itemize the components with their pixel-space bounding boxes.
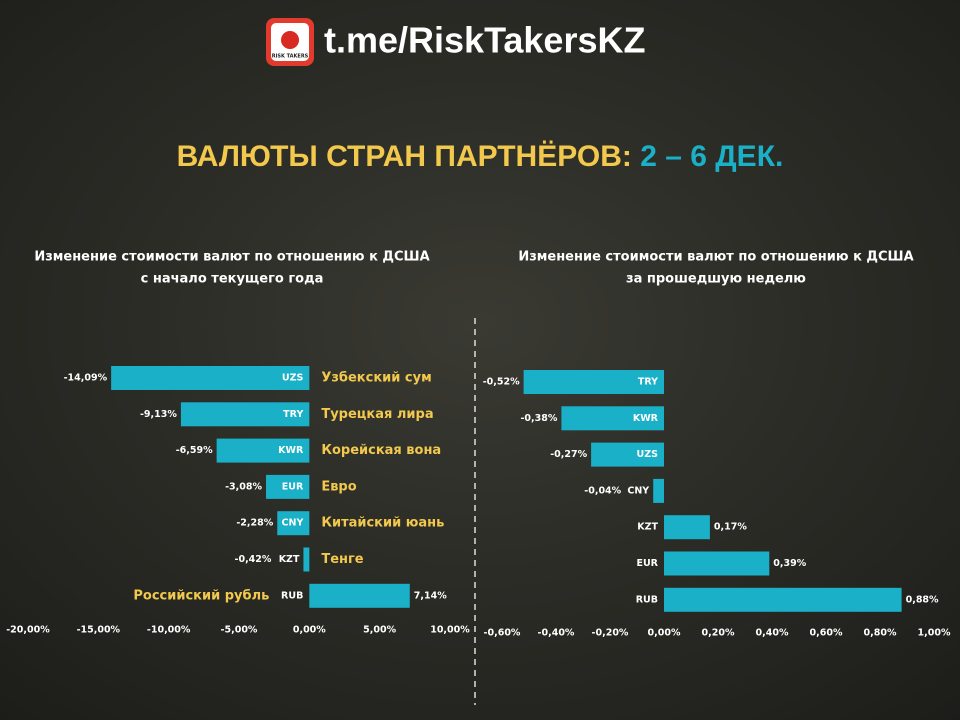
x-tick-label: 0,60%	[810, 628, 843, 639]
x-tick-label: -20,00%	[6, 625, 50, 636]
category-label: KWR	[278, 445, 304, 456]
chart-title: за прошедшую неделю	[626, 272, 806, 287]
category-label: EUR	[636, 558, 658, 569]
chart-title: Изменение стоимости валют по отношению к…	[34, 250, 429, 265]
category-label: UZS	[637, 449, 659, 460]
x-tick-label: -0,40%	[538, 628, 575, 639]
currency-name: Тенге	[321, 552, 363, 567]
value-label: -0,42%	[235, 554, 272, 565]
logo-text: RISK TAKERS	[272, 54, 309, 60]
category-label: KZT	[279, 554, 300, 565]
chart-title: Изменение стоимости валют по отношению к…	[518, 250, 913, 265]
x-tick-label: -0,60%	[484, 628, 521, 639]
value-label: -2,28%	[236, 518, 273, 529]
value-label: 0,88%	[906, 594, 939, 605]
value-label: -9,13%	[140, 409, 177, 420]
bar	[277, 511, 310, 536]
bar	[664, 587, 902, 612]
value-label: -6,59%	[176, 445, 213, 456]
bar	[664, 515, 710, 540]
value-label: 0,39%	[773, 558, 806, 569]
bar	[180, 402, 310, 427]
category-label: RUB	[636, 594, 658, 605]
currency-name: Узбекский сум	[321, 371, 431, 386]
bar	[266, 474, 310, 499]
category-label: TRY	[283, 409, 303, 420]
currency-name: Евро	[321, 479, 356, 494]
x-tick-label: 1,00%	[918, 628, 951, 639]
bar	[303, 547, 310, 572]
logo-bomb	[281, 31, 299, 49]
value-label: -0,52%	[483, 377, 520, 388]
main-title: ВАЛЮТЫ СТРАН ПАРТНЁРОВ: 2 – 6 ДЕК.	[177, 140, 784, 173]
x-tick-label: 0,00%	[648, 628, 681, 639]
bar	[653, 478, 664, 503]
x-tick-label: 0,80%	[864, 628, 897, 639]
category-label: CNY	[282, 518, 304, 529]
x-tick-label: 0,40%	[756, 628, 789, 639]
x-tick-label: 0,00%	[293, 625, 326, 636]
category-label: UZS	[282, 373, 304, 384]
bar	[216, 438, 310, 463]
chart-title: с начало текущего года	[141, 272, 324, 287]
currency-name: Российский рубль	[133, 588, 269, 603]
title-main: ВАЛЮТЫ СТРАН ПАРТНЁРОВ:	[177, 140, 632, 173]
x-tick-label: -0,20%	[592, 628, 629, 639]
bar	[523, 370, 664, 394]
value-label: -0,38%	[520, 413, 557, 424]
header-link[interactable]: t.me/RiskTakersKZ	[324, 20, 645, 61]
bar	[591, 442, 664, 467]
category-label: KZT	[637, 522, 658, 533]
currency-name: Китайский юань	[321, 516, 444, 531]
currency-name: Турецкая лира	[321, 407, 433, 422]
value-label: -0,04%	[584, 485, 621, 496]
x-tick-label: 5,00%	[363, 625, 396, 636]
category-label: KWR	[633, 413, 659, 424]
x-tick-label: 10,00%	[430, 625, 470, 636]
category-label: CNY	[627, 485, 649, 496]
category-label: EUR	[282, 481, 304, 492]
value-label: 0,17%	[714, 522, 747, 533]
bar	[561, 406, 664, 431]
x-tick-label: -5,00%	[221, 625, 258, 636]
currency-name: Корейская вона	[321, 443, 441, 458]
x-tick-label: -15,00%	[77, 625, 121, 636]
value-label: -3,08%	[225, 481, 262, 492]
value-label: -14,09%	[64, 373, 108, 384]
x-tick-label: -10,00%	[147, 625, 191, 636]
title-accent: 2 – 6 ДЕК.	[640, 140, 783, 173]
x-tick-label: 0,20%	[702, 628, 735, 639]
value-label: 7,14%	[414, 590, 447, 601]
category-label: RUB	[281, 590, 303, 601]
bar	[664, 551, 770, 576]
bar	[309, 583, 410, 608]
value-label: -0,27%	[550, 449, 587, 460]
bar	[111, 366, 310, 390]
category-label: TRY	[638, 377, 658, 388]
